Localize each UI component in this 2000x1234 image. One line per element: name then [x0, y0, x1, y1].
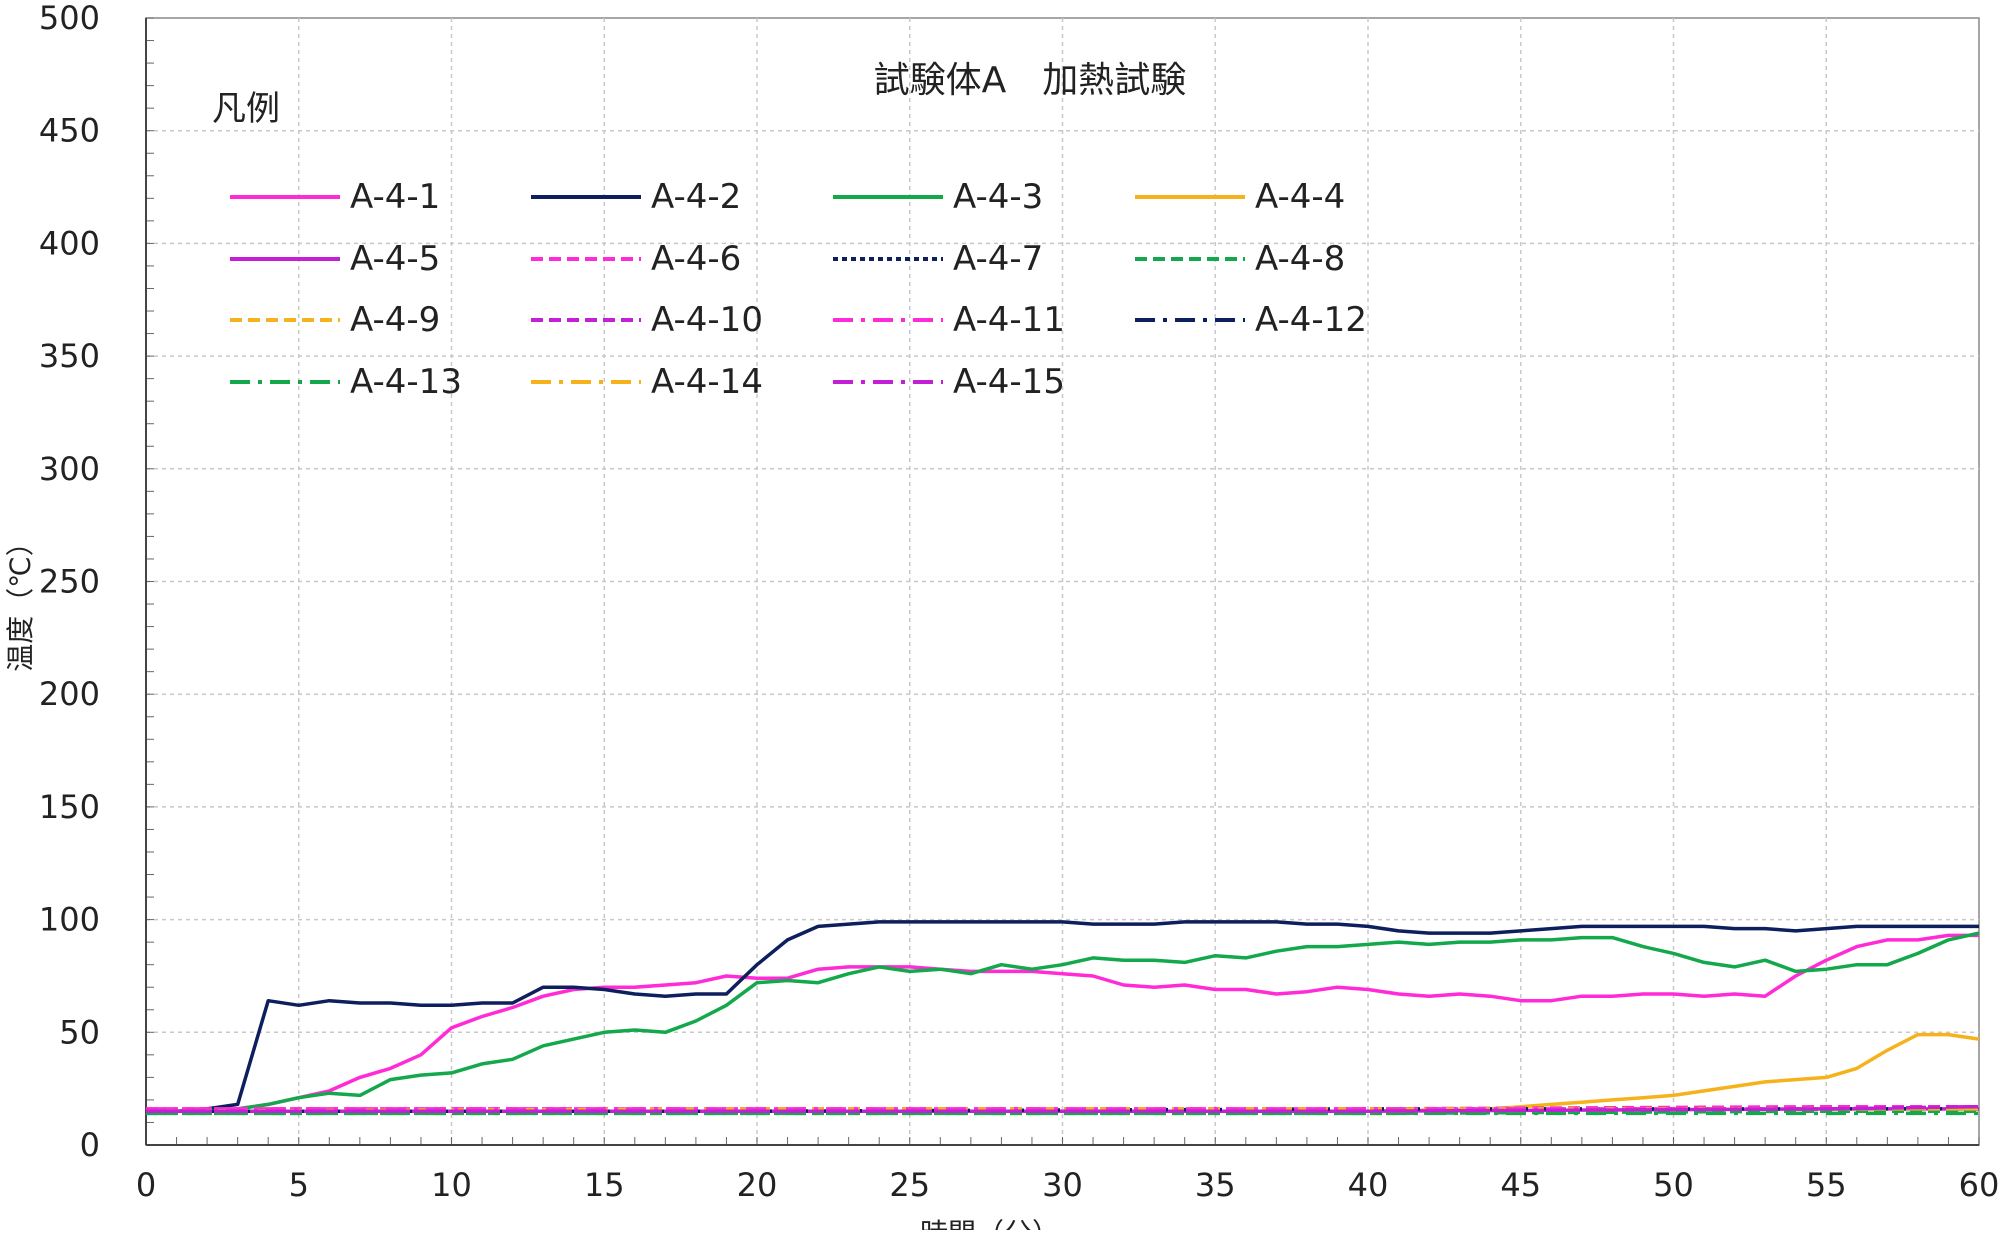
x-tick-label: 5: [289, 1166, 309, 1204]
series-line-A-4-2: [146, 920, 1979, 1113]
series-lines: [145, 920, 1980, 1116]
y-tick-label: 150: [39, 788, 100, 826]
y-tick-label: 250: [39, 563, 100, 601]
legend: 凡例 A-4-1 A-4-2 A-4-3 A-4-4 A-4-5 A-4-6 A-4-7 A-4…: [212, 89, 1367, 402]
x-tick-label: 55: [1806, 1166, 1847, 1204]
legend-label-A-4-6: A-4-6: [651, 239, 741, 279]
axes: 0 5 10 15 20 25 30 35 40 45 50 55 60 0 50 100 150 200 250 3…: [39, 0, 1999, 1204]
legend-title: 凡例: [212, 89, 280, 129]
series-line-A-4-1: [146, 933, 1979, 1113]
legend-label-A-4-1: A-4-1: [350, 177, 440, 217]
x-tick-label: 40: [1348, 1166, 1389, 1204]
y-tick-label: 500: [39, 0, 100, 37]
y-tick-label: 200: [39, 675, 100, 713]
x-tick-label: 45: [1500, 1166, 1541, 1204]
y-axis-label: 温度（℃）: [4, 528, 37, 671]
legend-label-A-4-15: A-4-15: [953, 362, 1065, 402]
y-tick-label: 0: [80, 1126, 100, 1164]
legend-label-A-4-5: A-4-5: [350, 239, 440, 279]
legend-label-A-4-3: A-4-3: [953, 177, 1043, 217]
legend-label-A-4-9: A-4-9: [350, 300, 440, 340]
chart-title: 試験体A 加熱試験: [874, 60, 1187, 101]
y-tick-label: 450: [39, 112, 100, 150]
y-tick-label: 400: [39, 224, 100, 262]
legend-label-A-4-11: A-4-11: [953, 300, 1065, 340]
x-axis-label: 時間（分）: [920, 1217, 1060, 1230]
x-tick-label: 30: [1042, 1166, 1083, 1204]
legend-label-A-4-14: A-4-14: [651, 362, 763, 402]
legend-label-A-4-10: A-4-10: [651, 300, 763, 340]
legend-label-A-4-12: A-4-12: [1255, 300, 1367, 340]
y-tick-label: 100: [39, 901, 100, 939]
x-tick-label: 15: [584, 1166, 625, 1204]
x-tick-label: 20: [737, 1166, 778, 1204]
y-tick-label: 350: [39, 337, 100, 375]
x-tick-label: 0: [136, 1166, 156, 1204]
legend-label-A-4-2: A-4-2: [651, 177, 741, 217]
x-tick-label: 25: [889, 1166, 930, 1204]
legend-label-A-4-8: A-4-8: [1255, 239, 1345, 279]
x-tick-label: 35: [1195, 1166, 1236, 1204]
x-tick-label: 60: [1959, 1166, 2000, 1204]
grid: [145, 17, 1980, 1146]
y-tick-label: 300: [39, 450, 100, 488]
series-line-A-4-3: [146, 931, 1980, 1113]
legend-label-A-4-7: A-4-7: [953, 239, 1043, 279]
x-tick-label: 10: [431, 1166, 472, 1204]
y-tick-label: 50: [59, 1013, 100, 1051]
legend-label-A-4-13: A-4-13: [350, 362, 462, 402]
x-tick-label: 50: [1653, 1166, 1694, 1204]
series-line-A-4-15: [146, 1104, 1980, 1113]
legend-label-A-4-4: A-4-4: [1255, 177, 1345, 217]
